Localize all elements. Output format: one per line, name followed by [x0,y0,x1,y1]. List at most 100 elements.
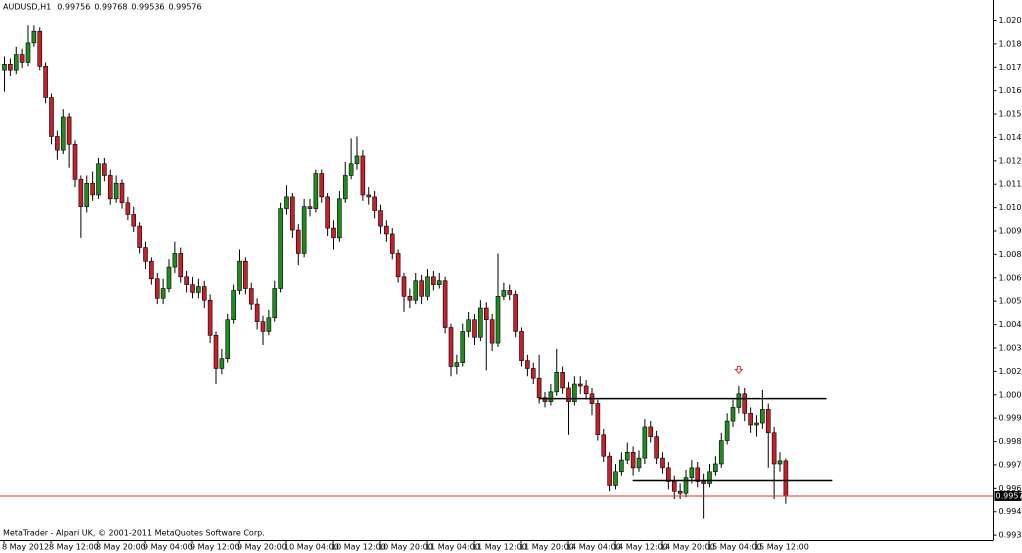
candle-body [677,490,683,494]
candle-body [113,182,119,200]
y-tick-label: 1.02015 [999,16,1022,25]
x-tick-label: 14 May 12:00 [613,543,668,552]
candle-body [660,457,665,469]
y-tick-label: 1.01535 [999,110,1022,119]
x-tick-label: 8 May 12:00 [49,543,99,552]
candle-body [542,397,548,402]
x-tick-label: 8 May 2012 [2,543,49,552]
y-tick-label: 1.01295 [999,156,1022,165]
candle-body [448,327,454,367]
candle-body [60,116,66,151]
candle-body [342,175,348,200]
x-tick-label: 15 May 12:00 [754,543,809,552]
candle-body [607,455,612,486]
candle-body [742,393,748,414]
candle-body [337,198,342,239]
y-tick-label: 1.01655 [999,86,1022,95]
candle-body [636,457,642,469]
candle-body [272,288,278,319]
candle-body [172,253,178,268]
candle-body [131,214,137,227]
header-close: 0.99576 [169,3,202,12]
signal-arrow [734,365,744,375]
y-tick-label: 1.00335 [999,343,1022,352]
y-tick-label: 1.01415 [999,133,1022,142]
candle-body [554,372,560,393]
candle-body [31,30,37,44]
candle-body [413,280,419,301]
y-tick-label: 1.00095 [999,390,1022,399]
y-tick-label: 1.01175 [999,180,1022,189]
y-tick-label: 0.99375 [999,531,1022,540]
candle-body [13,54,19,71]
candle-body [66,116,72,145]
candle-body [301,206,307,254]
candle-body [2,64,7,71]
candle-body [560,372,565,389]
candle-body [513,294,518,332]
candle-body [495,296,501,344]
candle-body [25,42,31,63]
candle-body [125,202,131,215]
candle-body [466,319,471,332]
candle-body [777,460,783,465]
candle-body [642,426,648,459]
candle-body [90,182,95,196]
header-low: 0.99536 [131,3,164,12]
candle-body [366,194,372,198]
candle-body [319,173,325,198]
candle-body [348,163,354,176]
footer: MetaTrader - Alpari UK, © 2001-2011 Meta… [3,529,265,538]
x-tick-label: 11 May 12:00 [472,543,527,552]
candle-body [395,253,401,278]
candle-body [431,276,436,285]
candle-body [49,97,54,137]
candle-body [648,426,654,437]
candle-body [196,286,201,293]
candle-body [102,163,107,176]
candle-body [454,362,460,367]
candle-body [765,409,771,434]
x-tick-label: 14 May 20:00 [660,543,715,552]
x-tick-label: 8 May 20:00 [96,543,146,552]
candle-body [671,481,677,492]
candle-body [536,377,542,398]
candle-body [577,383,583,387]
candle-body [748,412,753,426]
candle-body [436,280,442,285]
candle-body [478,307,483,338]
header-high: 0.99768 [94,3,127,12]
candle-body [378,210,383,227]
candle-body [736,393,742,408]
candle-body [237,260,242,291]
y-tick-label: 1.00815 [999,250,1022,259]
candle-body [724,420,730,441]
candle-body [184,276,189,285]
candle-body [160,288,166,299]
x-tick-label: 15 May 04:00 [707,543,762,552]
candle-body [207,299,213,336]
candle-body [619,459,624,473]
candle-body [760,409,765,424]
candle-body [278,208,283,289]
candle-body [43,65,48,98]
candle-body [718,440,724,465]
candle-body [507,290,513,295]
y-tick-label: 0.99855 [999,437,1022,446]
candle-body [107,175,113,200]
candle-body [384,225,389,235]
candle-body [519,331,524,361]
candle-body [460,331,466,363]
x-tick-label: 10 May 20:00 [378,543,433,552]
candle-body [771,432,777,465]
candle-body [566,387,571,402]
price-label: 0.99576 [996,491,1022,500]
candle-body [695,467,701,482]
candle-body [730,407,736,422]
candle-body [84,182,90,207]
x-tick-label: 14 May 04:00 [566,543,621,552]
candle-body [8,64,13,71]
candle-body [683,477,689,494]
candle-body [243,260,248,289]
